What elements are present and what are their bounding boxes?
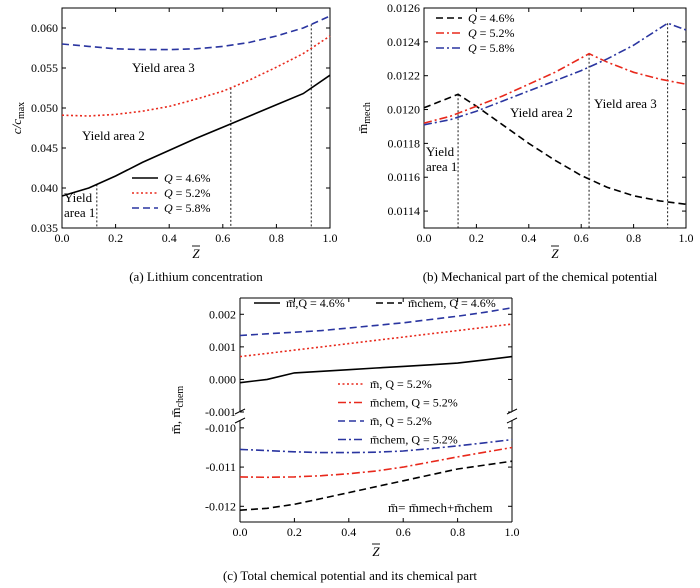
annotation-yield-area-3: Yield area 3 [132,60,195,75]
chart-a-lithium-concentration: 0.0 0.2 0.4 0.6 0.8 1.0 0.035 0.040 0.045 0.050 0.… [9,7,338,284]
y-axis-label: m̄mech [355,102,373,134]
x-tick-label: 0.6 [396,525,411,539]
x-tick-label: 0.8 [450,525,465,539]
x-tick-label: 0.6 [574,231,589,245]
x-axis-label: Z [551,246,559,261]
x-tick-label: 0.8 [626,231,641,245]
y-tick-label: 0.0116 [387,170,420,184]
x-tick-label: 0.0 [233,525,248,539]
annotation-yield-area-1-line2: area 1 [64,205,95,220]
legend-label: Q = 5.8% [468,41,514,55]
annotation-yield-area-2: Yield area 2 [510,105,573,120]
y-tick-label: 0.0120 [387,103,420,117]
axis-break-mark [234,417,246,424]
y-tick-label: -0.010 [205,421,236,435]
caption-c: (c) Total chemical potential and its che… [223,568,477,583]
y-tick-label: 0.060 [31,21,58,35]
x-tick-label: 0.4 [341,525,356,539]
y-tick-label: 0.035 [31,221,58,235]
y-tick-label: 0.055 [31,61,58,75]
series-line [423,52,687,124]
legend-label: m̄chem, Q = 5.2% [370,433,458,447]
legend-label: Q = 5.2% [164,186,210,200]
x-tick-label: 0.0 [55,231,70,245]
x-axis-label: Z [192,246,200,261]
series-line [61,35,331,117]
y-tick-label: 0.0122 [387,69,420,83]
legend-label: Q = 4.6% [468,11,514,25]
y-tick-label: 0.001 [209,340,236,354]
x-tick-label: 0.8 [269,231,284,245]
y-tick-label: 0.040 [31,181,58,195]
y-tick-label: 0.050 [31,101,58,115]
x-axis-label: Z [372,544,380,559]
x-tick-label: 0.2 [287,525,302,539]
legend-label: m̄, Q = 5.2% [370,377,432,391]
plot-frame [61,7,331,229]
series-line [239,307,513,337]
legend-label: m̄, Q = 5.2% [370,414,432,428]
x-tick-label: 0.2 [108,231,123,245]
axis-break-mark [506,417,518,424]
x-tick-label: 1.0 [505,525,520,539]
x-tick-label: 0.0 [417,231,432,245]
y-axis-label: m̄, m̄chem [168,386,186,435]
series-line [61,74,331,197]
x-tick-label: 0.6 [215,231,230,245]
annotation-yield-area-2: Yield area 2 [82,128,145,143]
series-line [239,446,513,479]
legend-label: m̄,Q = 4.6% [286,296,345,310]
y-tick-label: 0.000 [209,372,236,386]
x-tick-label: 1.0 [323,231,338,245]
x-tick-label: 0.4 [521,231,536,245]
legend-label: Q = 4.6% [164,171,210,185]
y-tick-label: -0.012 [205,499,236,513]
y-tick-label: 0.0126 [387,1,420,15]
legend-label: Q = 5.2% [468,26,514,40]
annotation-yield-area-1-line2: area 1 [426,159,457,174]
x-tick-label: 1.0 [679,231,694,245]
x-tick-label: 0.2 [469,231,484,245]
annotation-yield-area-1-line1: Yield [426,144,455,159]
series-line [239,323,513,358]
y-tick-label: 0.002 [209,307,236,321]
caption-b: (b) Mechanical part of the chemical pote… [423,269,658,284]
y-tick-label: -0.001 [205,405,236,419]
chart-b-mechanical-potential: 0.0 0.2 0.4 0.6 0.8 1.0 0.0114 0.0116 0.0118 0.01… [355,1,694,284]
y-tick-label: 0.0114 [387,204,420,218]
caption-a: (a) Lithium concentration [129,269,263,284]
series-line [61,15,331,51]
legend-label: m̄chem, Q = 5.2% [370,396,458,410]
y-tick-label: 0.0118 [387,136,420,150]
annotation-yield-area-3: Yield area 3 [594,96,657,111]
series-line [239,355,513,384]
plot-frame [423,7,687,229]
y-tick-label: 0.045 [31,141,58,155]
annotation-equation: m̄= m̄mech+m̄chem [388,500,493,515]
annotation-yield-area-1-line1: Yield [64,190,93,205]
y-tick-label: -0.011 [205,460,236,474]
y-axis-label: c/cmax [9,102,27,134]
x-tick-label: 0.4 [162,231,177,245]
series-line [239,438,513,454]
series-line [239,460,513,511]
y-tick-label: 0.0124 [387,35,420,49]
legend-label: m̄chem, Q = 4.6% [408,296,496,310]
legend-label: Q = 5.8% [164,201,210,215]
chart-c-total-chemical-potential: 0.0 0.2 0.4 0.6 0.8 1.0 0.002 0.001 0.000 -0.001 -… [168,296,520,583]
